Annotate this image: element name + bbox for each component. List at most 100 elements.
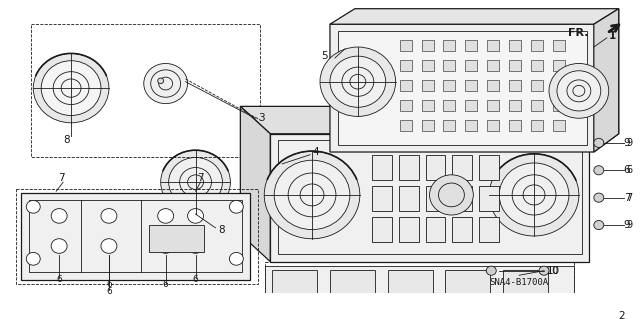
Bar [509,100,521,111]
Text: 2: 2 [619,311,625,319]
Bar [444,60,456,71]
Bar [503,270,548,295]
Circle shape [229,200,243,213]
Bar [531,120,543,131]
Circle shape [429,175,474,215]
Bar [148,225,204,252]
Bar [426,186,445,211]
Bar [487,120,499,131]
Circle shape [157,209,173,223]
Circle shape [486,266,496,275]
Bar [272,270,317,295]
Bar [444,80,456,91]
Circle shape [499,163,569,227]
Bar [399,100,412,111]
Bar [444,100,456,111]
Circle shape [41,61,101,115]
Bar [330,270,375,295]
Circle shape [188,239,204,253]
Text: 3: 3 [259,113,265,123]
Text: 1: 1 [609,31,616,41]
Text: 6: 6 [56,275,62,284]
Bar [452,155,472,180]
Circle shape [594,193,604,202]
Bar [444,40,456,51]
Bar [265,307,574,319]
Circle shape [26,252,40,265]
Bar [422,100,433,111]
Circle shape [557,71,601,111]
Bar [479,155,499,180]
Text: 9: 9 [627,220,633,230]
Bar [479,186,499,211]
Text: 6: 6 [623,165,630,175]
Text: 6: 6 [627,165,633,175]
Bar [465,120,477,131]
Bar [487,40,499,51]
Bar [399,186,419,211]
Bar [531,60,543,71]
Circle shape [33,53,109,123]
Circle shape [157,239,173,253]
Bar [465,40,477,51]
Text: 7: 7 [197,173,204,182]
Bar [388,270,433,295]
Bar [553,40,565,51]
Bar [422,60,433,71]
Bar [399,217,419,242]
Circle shape [489,154,579,236]
Text: 9: 9 [623,138,630,148]
Text: 9: 9 [627,138,633,148]
Circle shape [260,159,304,199]
Bar [31,24,260,157]
Bar [422,80,433,91]
Text: 6: 6 [193,275,198,284]
Bar [509,80,521,91]
Bar [553,60,565,71]
Bar [487,310,549,319]
Bar [509,60,521,71]
Bar [479,217,499,242]
Circle shape [539,266,549,275]
Polygon shape [330,9,619,24]
Bar [17,189,259,284]
Bar [29,200,243,271]
Bar [338,31,587,145]
Circle shape [264,151,360,239]
Bar [399,40,412,51]
Text: 8: 8 [63,135,69,145]
Bar [372,186,392,211]
Bar [487,80,499,91]
Bar [445,270,490,295]
Circle shape [594,138,604,147]
Circle shape [594,166,604,175]
Bar [509,120,521,131]
Text: 6: 6 [106,287,112,296]
Text: FR.: FR. [568,28,589,38]
Text: 6: 6 [106,280,112,289]
Bar [452,217,472,242]
Bar [426,217,445,242]
Bar [487,100,499,111]
Bar [509,40,521,51]
Bar [399,60,412,71]
Text: 6: 6 [163,280,168,289]
Bar [399,80,412,91]
Bar [265,262,574,319]
Circle shape [188,209,204,223]
Bar [465,60,477,71]
Circle shape [330,56,386,107]
Bar [452,186,472,211]
Text: 10: 10 [547,266,560,276]
Bar [465,80,477,91]
Text: SNA4-B1700A: SNA4-B1700A [490,278,548,287]
Bar [272,310,334,319]
Text: 9: 9 [623,220,630,230]
Polygon shape [330,9,619,152]
Bar [426,155,445,180]
Bar [399,120,412,131]
Text: 5: 5 [321,51,328,61]
Bar [265,266,574,301]
Polygon shape [241,106,589,134]
Bar [422,120,433,131]
